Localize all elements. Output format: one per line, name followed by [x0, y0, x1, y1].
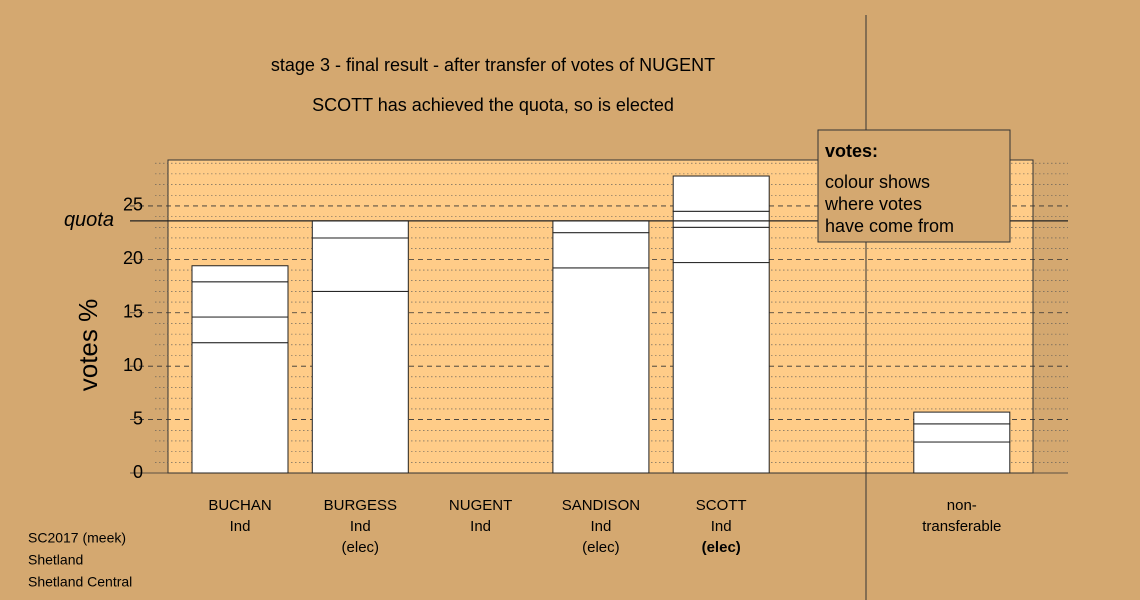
y-tick-label: 5 — [133, 408, 143, 428]
bar-segment — [552, 220, 650, 234]
chart-subtitle: SCOTT has achieved the quota, so is elec… — [312, 95, 674, 115]
bar-segment — [311, 237, 409, 292]
bar-segment — [191, 342, 289, 474]
bar-segment — [552, 267, 650, 474]
chart-title: stage 3 - final result - after transfer … — [271, 55, 715, 75]
y-tick-label: 10 — [123, 355, 143, 375]
y-tick-label: 15 — [123, 302, 143, 322]
x-tick-label: (elec) — [342, 539, 380, 556]
footnote: SC2017 (meek) — [28, 530, 126, 546]
x-tick-label: Ind — [590, 518, 611, 535]
y-tick-label: 0 — [133, 462, 143, 482]
footnote: Shetland — [28, 552, 83, 568]
bar-segment — [672, 226, 770, 264]
y-tick-label: 25 — [123, 195, 143, 215]
bar-segment — [672, 175, 770, 212]
bar-segment — [552, 232, 650, 269]
legend-text: have come from — [825, 216, 954, 236]
quota-label: quota — [64, 209, 114, 231]
footnote: Shetland Central — [28, 574, 132, 590]
x-tick-label: transferable — [922, 518, 1001, 535]
x-tick-label: non- — [947, 497, 977, 514]
bar-segment — [191, 281, 289, 318]
bar-segment — [311, 220, 409, 239]
bar-segment — [311, 290, 409, 474]
x-tick-label: Ind — [711, 518, 732, 535]
x-tick-label: (elec) — [582, 539, 620, 556]
x-tick-label: SCOTT — [696, 497, 747, 514]
legend-title: votes: — [825, 141, 878, 161]
bar-segment — [913, 423, 1011, 443]
y-tick-label: 20 — [123, 248, 143, 268]
bar-segment — [672, 210, 770, 228]
x-tick-label: BURGESS — [324, 497, 397, 514]
bar-segment — [191, 265, 289, 283]
x-tick-label: Ind — [350, 518, 371, 535]
legend-text: colour shows — [825, 172, 930, 192]
bar-segment — [672, 262, 770, 474]
x-tick-label: (elec) — [702, 539, 741, 556]
x-tick-label: BUCHAN — [208, 497, 271, 514]
bar-segment — [191, 316, 289, 344]
x-tick-label: Ind — [230, 518, 251, 535]
bar-segment — [913, 441, 1011, 474]
legend-box — [817, 129, 1011, 243]
x-tick-label: NUGENT — [449, 497, 512, 514]
y-axis-label: votes % — [73, 299, 103, 392]
x-tick-label: SANDISON — [562, 497, 640, 514]
legend-text: where votes — [824, 194, 922, 214]
bar-segment — [913, 411, 1011, 425]
x-tick-label: Ind — [470, 518, 491, 535]
